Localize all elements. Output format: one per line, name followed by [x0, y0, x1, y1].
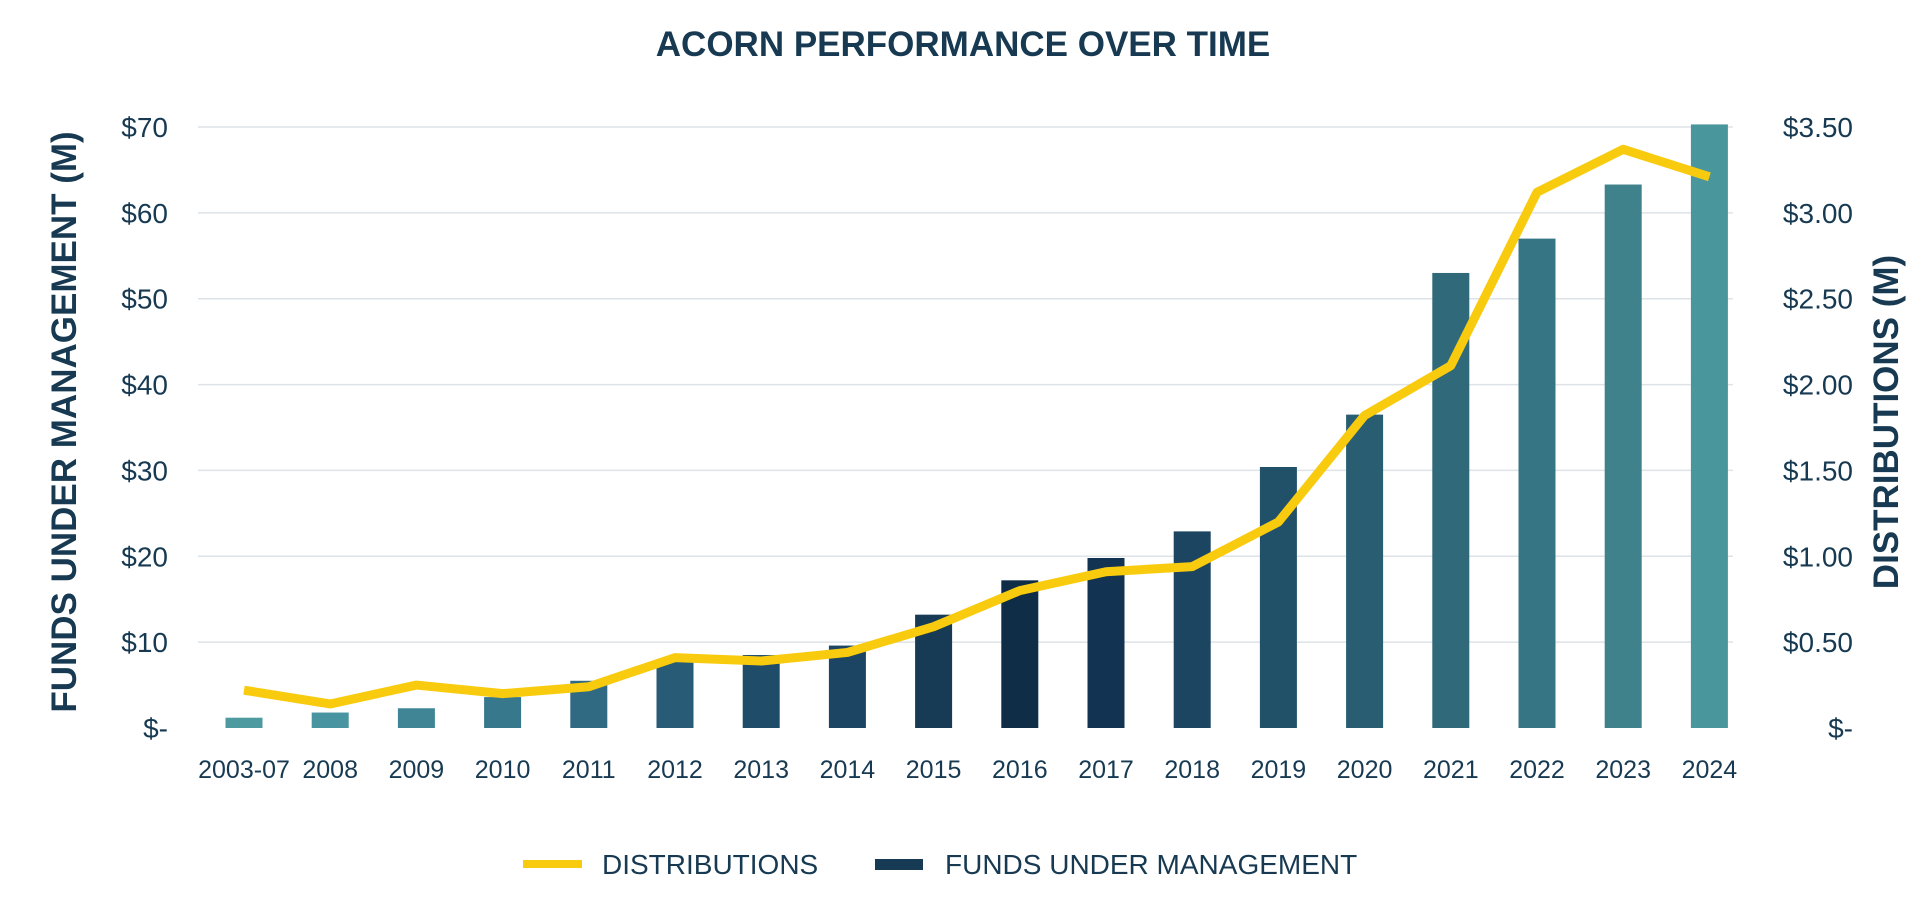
funds-bar	[225, 717, 263, 728]
right-y-tick-label: $2.00	[1783, 370, 1853, 401]
funds-bar	[828, 645, 866, 728]
x-tick-label: 2023	[1595, 756, 1651, 784]
x-tick-label: 2008	[302, 756, 358, 784]
x-tick-label: 2003-07	[198, 756, 290, 784]
right-y-tick-label: $2.50	[1783, 284, 1853, 315]
right-y-ticks: $- $0.50 $1.00 $1.50 $2.00 $2.50 $3.00 $3.50	[1783, 112, 1853, 744]
funds-bar	[397, 708, 435, 728]
x-tick-label: 2012	[647, 756, 703, 784]
funds-bar	[1346, 414, 1384, 728]
x-tick-label: 2015	[906, 756, 962, 784]
legend-funds-swatch	[875, 859, 923, 870]
left-axis-title: FUNDS UNDER MANAGEMENT (M)	[45, 131, 84, 712]
x-tick-label: 2024	[1682, 756, 1738, 784]
funds-bar	[1518, 238, 1556, 728]
legend-funds-label: FUNDS UNDER MANAGEMENT	[945, 849, 1357, 880]
left-y-tick-label: $50	[121, 284, 168, 315]
chart-title: ACORN PERFORMANCE OVER TIME	[656, 25, 1270, 64]
x-tick-label: 2016	[992, 756, 1048, 784]
distributions-line	[243, 144, 1711, 709]
funds-bar	[656, 661, 694, 728]
funds-bar	[1087, 558, 1125, 728]
left-y-tick-label: $40	[121, 370, 168, 401]
x-tick-label: 2018	[1164, 756, 1220, 784]
x-tick-label: 2022	[1509, 756, 1565, 784]
left-y-tick-label: $10	[121, 627, 168, 658]
funds-bar	[742, 655, 780, 728]
x-tick-label: 2019	[1251, 756, 1307, 784]
right-y-tick-label: $3.50	[1783, 112, 1853, 143]
x-tick-label: 2011	[562, 756, 616, 784]
gridlines	[198, 126, 1733, 643]
left-y-tick-label: $70	[121, 112, 168, 143]
x-ticks: 2003-07 2008 2009 2010 2011 2012 2013 2014 2015 2…	[198, 756, 1737, 784]
right-y-tick-label: $0.50	[1783, 627, 1853, 658]
x-tick-label: 2017	[1078, 756, 1134, 784]
left-y-tick-label: $20	[121, 541, 168, 572]
x-tick-label: 2013	[733, 756, 789, 784]
legend: DISTRIBUTIONS FUNDS UNDER MANAGEMENT	[523, 849, 1357, 880]
legend-distributions-label: DISTRIBUTIONS	[602, 849, 818, 880]
x-tick-label: 2009	[389, 756, 445, 784]
left-y-tick-label: $60	[121, 198, 168, 229]
x-tick-label: 2021	[1423, 756, 1479, 784]
x-tick-label: 2020	[1337, 756, 1393, 784]
distributions-line-layer	[243, 144, 1711, 709]
funds-bar	[1604, 184, 1642, 728]
bars	[225, 124, 1728, 728]
right-y-tick-label: $1.00	[1783, 541, 1853, 572]
funds-bar	[311, 712, 349, 728]
left-y-tick-label: $-	[143, 713, 168, 744]
funds-bar	[1001, 580, 1039, 728]
left-y-ticks: $- $10 $20 $30 $40 $50 $60 $70	[121, 112, 168, 744]
funds-bar	[484, 697, 522, 728]
right-y-tick-label: $-	[1828, 713, 1853, 744]
funds-bar	[1690, 124, 1728, 728]
right-axis-title: DISTRIBUTIONS (M)	[1867, 255, 1906, 589]
x-tick-label: 2014	[820, 756, 876, 784]
right-y-tick-label: $3.00	[1783, 198, 1853, 229]
left-y-tick-label: $30	[121, 455, 168, 486]
right-y-tick-label: $1.50	[1783, 455, 1853, 486]
x-tick-label: 2010	[475, 756, 531, 784]
